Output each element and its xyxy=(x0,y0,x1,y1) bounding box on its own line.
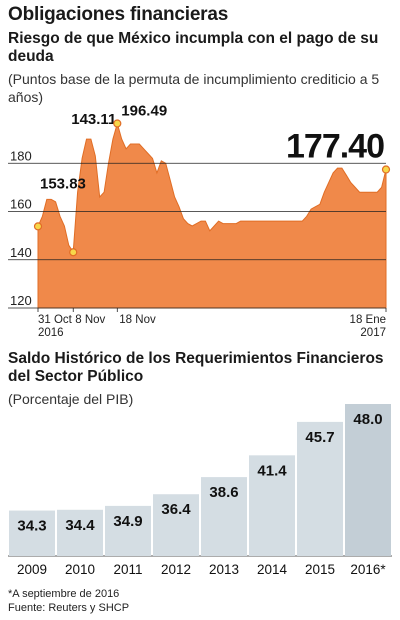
bar-value-label: 45.7 xyxy=(305,429,334,446)
x-category-label: 2010 xyxy=(65,562,95,577)
x-category-label: 2015 xyxy=(305,562,335,577)
point-marker xyxy=(69,248,78,257)
y-tick-label: 140 xyxy=(10,245,32,260)
bar xyxy=(9,510,55,556)
y-tick-label: 180 xyxy=(10,148,32,163)
bar-value-label: 34.3 xyxy=(17,518,46,535)
x-tick-label: 31 Oct xyxy=(38,314,73,326)
x-category-label: 2013 xyxy=(209,562,239,577)
bar xyxy=(249,455,295,556)
bar xyxy=(153,494,199,556)
bar-value-label: 48.0 xyxy=(353,411,382,428)
x-tick-label: 18 Ene xyxy=(350,314,386,326)
bar-value-label: 34.9 xyxy=(113,513,142,530)
x-category-label: 2016* xyxy=(350,562,386,577)
x-category-label: 2011 xyxy=(113,562,142,577)
bar xyxy=(345,404,391,556)
source-note: Fuente: Reuters y SHCP xyxy=(8,602,130,614)
point-marker xyxy=(113,119,122,128)
x-category-label: 2009 xyxy=(17,562,47,577)
footnote: *A septiembre de 2016 xyxy=(8,588,120,600)
area-series xyxy=(37,121,387,309)
data-label: 153.83 xyxy=(40,175,86,192)
bar-value-label: 38.6 xyxy=(209,484,238,501)
page-title: Obligaciones financieras xyxy=(8,4,229,25)
x-category-label: 2012 xyxy=(161,562,191,577)
bar-value-label: 34.4 xyxy=(65,517,95,534)
x-tick-label-year: 2017 xyxy=(360,327,386,339)
chart2-subtitle: (Porcentaje del PIB) xyxy=(8,391,134,407)
data-label: 143.11 xyxy=(71,111,116,128)
y-tick-label: 160 xyxy=(10,197,32,212)
x-tick-label: 8 Nov xyxy=(75,314,105,326)
chart1-subtitle: (Puntos base de la permuta de incumplimi… xyxy=(8,71,380,105)
chart1-title: Riesgo de que México incumpla con el pag… xyxy=(8,30,379,65)
y-tick-label: 120 xyxy=(10,293,32,308)
point-marker xyxy=(381,165,391,174)
data-label: 196.49 xyxy=(121,102,167,119)
bar xyxy=(57,509,103,556)
bar-value-label: 36.4 xyxy=(161,501,191,518)
bar-value-label: 41.4 xyxy=(257,462,287,479)
bar xyxy=(297,421,343,556)
bar xyxy=(105,505,151,556)
x-tick-label-year: 2016 xyxy=(38,327,64,339)
data-label-highlight: 177.40 xyxy=(286,128,384,166)
x-category-label: 2014 xyxy=(257,562,288,577)
debt-bar-chart: 34.3 2009 34.4 2010 34.9 2011 36.4 2012 38.6 2013… xyxy=(8,404,392,577)
x-tick-label: 18 Nov xyxy=(119,314,156,326)
point-marker xyxy=(33,222,43,231)
chart2-title: Saldo Histórico de los Requerimientos Fi… xyxy=(8,350,384,385)
bar xyxy=(201,477,247,556)
